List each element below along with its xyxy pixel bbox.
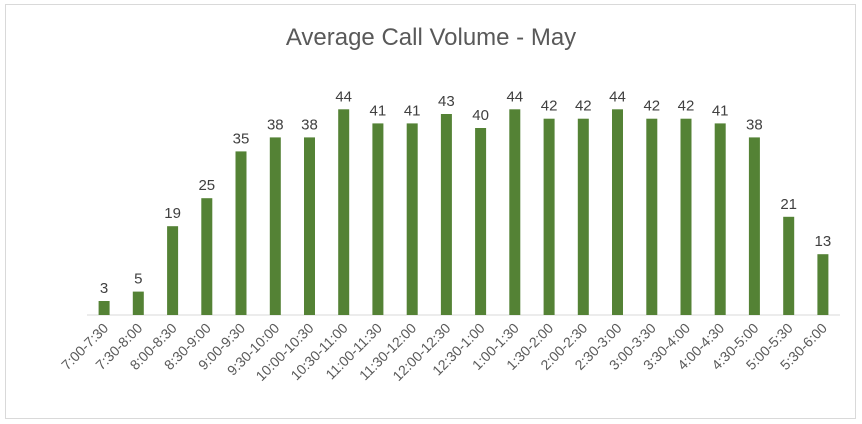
bar-17 xyxy=(680,118,692,315)
data-label-5: 38 xyxy=(267,116,284,133)
bar-13 xyxy=(543,118,555,315)
bar-8 xyxy=(372,123,384,316)
bar-2 xyxy=(167,226,179,315)
bar-20 xyxy=(783,216,795,315)
data-label-18: 41 xyxy=(712,102,729,119)
bar-3 xyxy=(201,198,213,315)
data-label-7: 44 xyxy=(335,88,352,105)
data-label-12: 44 xyxy=(506,88,523,105)
data-label-0: 3 xyxy=(100,280,108,297)
bar-11 xyxy=(475,128,487,315)
data-label-1: 5 xyxy=(134,271,142,288)
bar-5 xyxy=(269,137,281,315)
bar-10 xyxy=(440,114,452,315)
data-label-14: 42 xyxy=(575,98,592,115)
data-label-20: 21 xyxy=(780,196,797,213)
bar-4 xyxy=(235,151,247,315)
bar-6 xyxy=(304,137,315,315)
data-label-10: 43 xyxy=(438,93,455,110)
data-label-2: 19 xyxy=(164,205,181,222)
data-label-6: 38 xyxy=(301,116,318,133)
data-label-17: 42 xyxy=(678,98,695,115)
data-label-19: 38 xyxy=(746,116,763,133)
data-label-11: 40 xyxy=(472,107,489,124)
data-label-21: 13 xyxy=(815,233,832,250)
data-label-8: 41 xyxy=(370,102,387,119)
chart-frame xyxy=(5,4,856,419)
data-label-9: 41 xyxy=(404,102,421,119)
bar-7 xyxy=(338,109,350,315)
bar-14 xyxy=(577,118,589,315)
bar-1 xyxy=(132,291,144,315)
bar-18 xyxy=(714,123,726,316)
bar-0 xyxy=(98,301,110,315)
chart-title: Average Call Volume - May xyxy=(285,24,577,51)
bar-15 xyxy=(612,109,623,315)
data-label-4: 35 xyxy=(233,130,250,147)
bar-21 xyxy=(817,254,829,315)
data-label-16: 42 xyxy=(643,98,660,115)
bar-9 xyxy=(406,123,418,316)
data-label-13: 42 xyxy=(541,98,558,115)
bar-19 xyxy=(748,137,760,315)
data-label-15: 44 xyxy=(609,88,626,105)
data-label-3: 25 xyxy=(198,177,215,194)
bar-12 xyxy=(509,109,521,315)
bar-16 xyxy=(646,118,658,315)
